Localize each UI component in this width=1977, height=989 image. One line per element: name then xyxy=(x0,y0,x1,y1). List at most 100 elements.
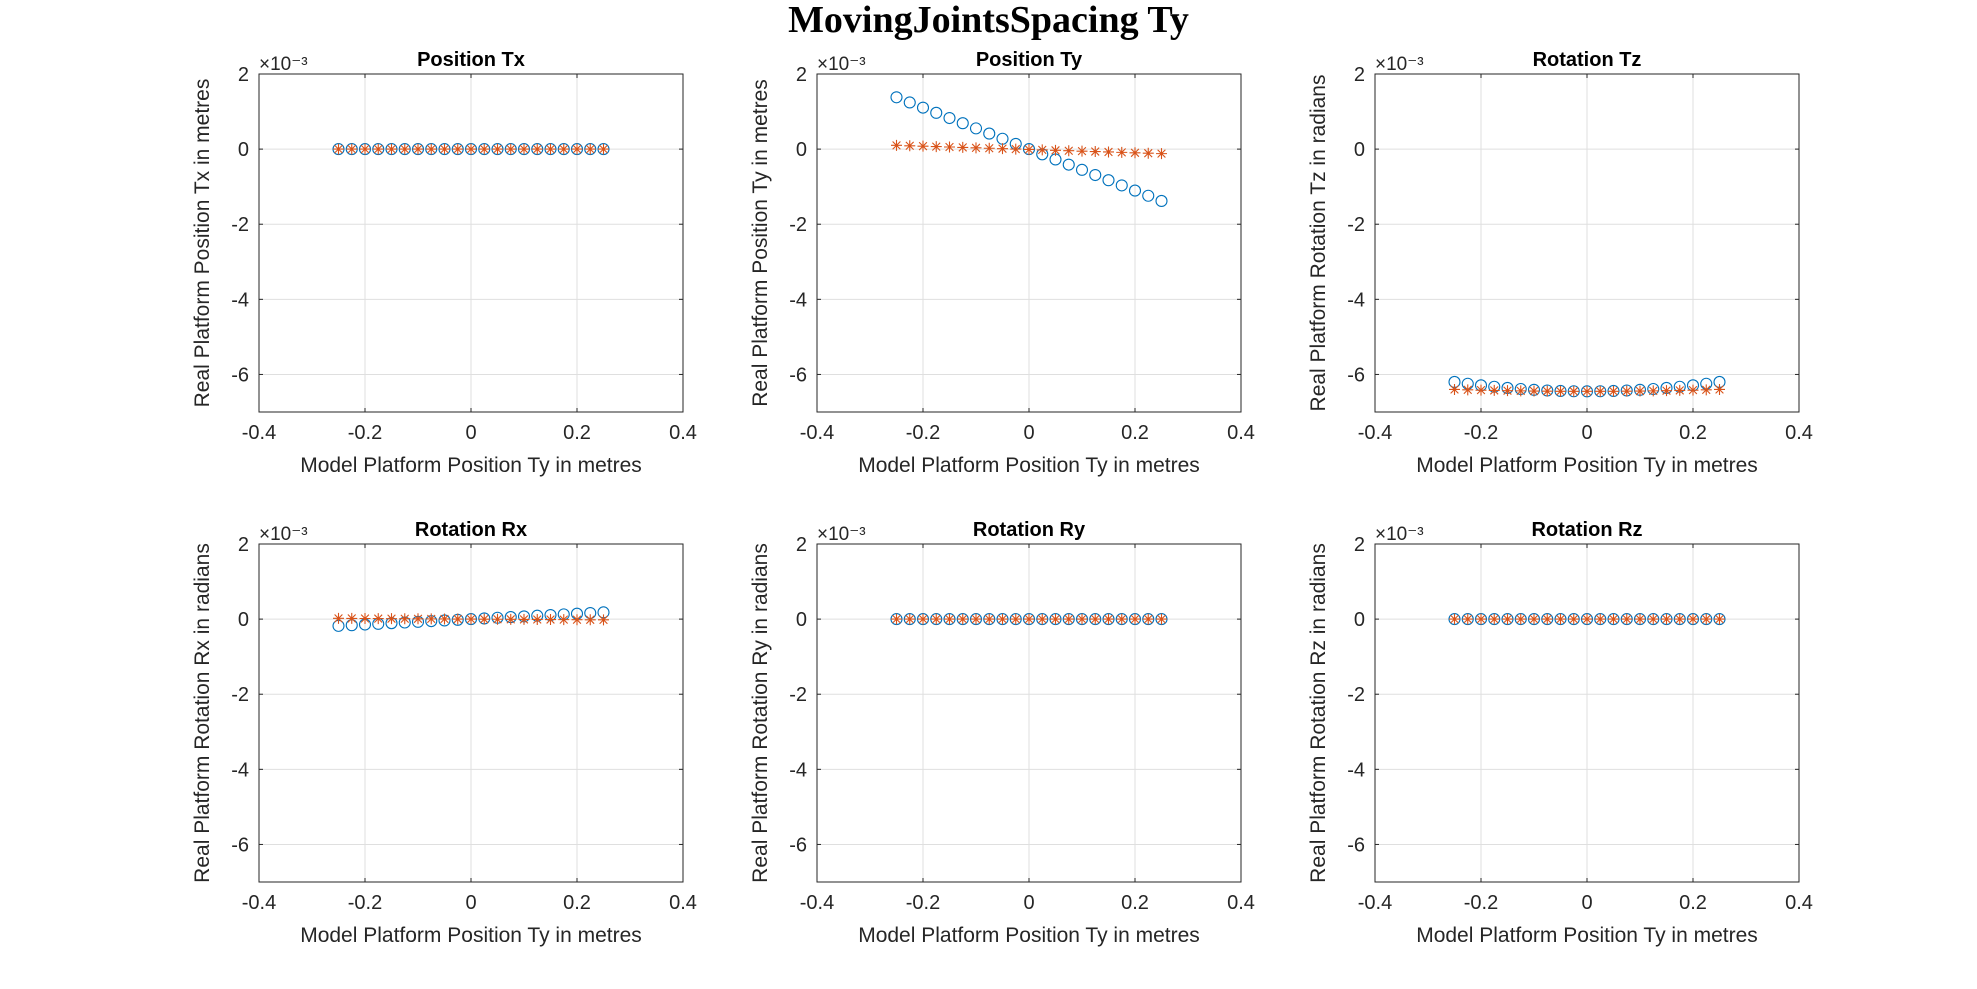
chart-6-y-exponent: ×10⁻³ xyxy=(1375,524,1424,545)
chart-2-point-circle-3 xyxy=(930,106,943,119)
chart-3-xtick-label-4: 0.4 xyxy=(1785,422,1813,444)
chart-4-point-star-15 xyxy=(531,613,543,625)
chart-6-point-star-6 xyxy=(1528,613,1540,625)
chart-5-xtick-label-4: 0.4 xyxy=(1227,892,1255,914)
chart-2-point-star-5 xyxy=(957,141,969,153)
chart-3-point-star-19 xyxy=(1700,384,1712,396)
chart-2-point-star-14 xyxy=(1076,145,1088,157)
chart-1-point-star-12 xyxy=(492,143,503,155)
chart-5-ytick-label-4: 2 xyxy=(796,534,807,556)
chart-1-point-star-5 xyxy=(399,143,411,155)
chart-1-xlabel: Model Platform Position Ty in metres xyxy=(300,454,642,477)
chart-6: -0.4 -0.2 0 0.2 0.4 -6 -4 -2 0 2 ×10⁻³ Rotation Rz M… xyxy=(1307,519,1813,947)
chart-3-point-star-15 xyxy=(1647,385,1659,397)
chart-5-ytick-label-0: -6 xyxy=(789,834,807,856)
chart-2-point-circle-20 xyxy=(1155,194,1168,207)
chart-1-ytick-label-0: -6 xyxy=(231,364,249,386)
chart-4-point-star-9 xyxy=(452,613,464,625)
chart-5-point-star-17 xyxy=(1116,613,1128,625)
chart-4-point-star-7 xyxy=(425,613,437,625)
chart-5-point-star-15 xyxy=(1089,613,1101,625)
chart-2-point-star-9 xyxy=(1010,143,1022,155)
chart-4-ytick-label-3: 0 xyxy=(238,609,249,631)
chart-2-point-circle-4 xyxy=(943,111,956,125)
chart-2-point-star-4 xyxy=(944,141,955,153)
chart-4-xtick-label-3: 0.2 xyxy=(563,892,591,914)
chart-6-point-star-5 xyxy=(1515,613,1527,625)
chart-6-xlabel: Model Platform Position Ty in metres xyxy=(1416,924,1758,947)
chart-6-xtick-label-2: 0 xyxy=(1581,892,1592,914)
chart-6-point-star-12 xyxy=(1608,613,1619,625)
chart-1-point-star-16 xyxy=(545,143,556,155)
chart-6-point-star-19 xyxy=(1700,613,1712,625)
chart-3-ytick-label-4: 2 xyxy=(1354,64,1365,86)
chart-1-xtick-label-2: 0 xyxy=(465,422,476,444)
chart-5-point-star-0 xyxy=(891,613,902,625)
chart-6-ytick-label-2: -2 xyxy=(1347,684,1365,706)
chart-1-point-star-13 xyxy=(505,143,517,155)
chart-6-ytick-label-4: 2 xyxy=(1354,534,1365,556)
chart-6-xtick-label-1: -0.2 xyxy=(1464,892,1498,914)
chart-5-point-star-2 xyxy=(917,613,929,625)
chart-5: -0.4 -0.2 0 0.2 0.4 -6 -4 -2 0 2 ×10⁻³ Rotation Ry M… xyxy=(749,519,1255,947)
chart-4-xtick-label-1: -0.2 xyxy=(348,892,382,914)
chart-6-point-star-16 xyxy=(1661,613,1672,625)
chart-2-point-star-16 xyxy=(1103,146,1114,158)
chart-6-xtick-label-3: 0.2 xyxy=(1679,892,1707,914)
chart-3-point-star-9 xyxy=(1568,385,1580,397)
chart-6-point-star-17 xyxy=(1674,613,1686,625)
chart-6-xtick-label-0: -0.4 xyxy=(1358,892,1392,914)
chart-5-point-star-13 xyxy=(1063,613,1075,625)
chart-2-point-star-10 xyxy=(1023,143,1035,155)
chart-2-ylabel: Real Platform Position Ty in metres xyxy=(749,79,772,407)
chart-2-point-circle-7 xyxy=(983,127,996,140)
chart-1-point-star-6 xyxy=(412,143,424,155)
chart-6-point-star-8 xyxy=(1555,613,1566,625)
chart-4-point-star-8 xyxy=(439,613,450,625)
chart-4-point-star-20 xyxy=(598,614,609,626)
chart-2-point-star-2 xyxy=(917,140,929,152)
chart-3-ylabel: Real Platform Rotation Tz in radians xyxy=(1307,75,1330,412)
chart-4-ylabel: Real Platform Rotation Rx in radians xyxy=(191,543,214,883)
chart-4-title: Rotation Rx xyxy=(415,519,527,541)
chart-4-xtick-label-4: 0.4 xyxy=(669,892,697,914)
chart-5-title: Rotation Ry xyxy=(973,519,1086,541)
chart-2-ytick-label-3: 0 xyxy=(796,139,807,161)
chart-5-y-exponent: ×10⁻³ xyxy=(817,524,866,545)
chart-1-series-star xyxy=(333,143,609,155)
chart-1-point-star-18 xyxy=(571,143,583,155)
chart-5-ytick-label-1: -4 xyxy=(789,759,807,781)
chart-4-point-star-11 xyxy=(478,613,490,625)
chart-6-point-star-13 xyxy=(1621,613,1633,625)
chart-2-point-circle-19 xyxy=(1142,189,1155,202)
chart-5-point-star-10 xyxy=(1023,613,1035,625)
chart-2-y-exponent: ×10⁻³ xyxy=(817,54,866,75)
chart-1-point-star-8 xyxy=(439,143,450,155)
chart-2-point-star-20 xyxy=(1156,148,1167,160)
chart-3-ytick-label-1: -4 xyxy=(1347,289,1365,311)
chart-5-xtick-label-0: -0.4 xyxy=(800,892,834,914)
chart-4-point-star-5 xyxy=(399,613,411,625)
chart-3-title: Rotation Tz xyxy=(1533,49,1642,71)
chart-3-xtick-label-3: 0.2 xyxy=(1679,422,1707,444)
chart-6-point-star-10 xyxy=(1581,613,1593,625)
chart-4-ytick-label-4: 2 xyxy=(238,534,249,556)
chart-4-ytick-label-2: -2 xyxy=(231,684,249,706)
chart-6-point-star-14 xyxy=(1634,613,1646,625)
chart-3: -0.4 -0.2 0 0.2 0.4 -6 -4 -2 0 2 ×10⁻³ Rotation Tz M… xyxy=(1307,49,1813,477)
chart-5-xlabel: Model Platform Position Ty in metres xyxy=(858,924,1200,947)
chart-5-point-star-14 xyxy=(1076,613,1088,625)
chart-4-point-star-19 xyxy=(584,614,596,626)
chart-1-ytick-label-4: 2 xyxy=(238,64,249,86)
chart-6-ylabel: Real Platform Rotation Rz in radians xyxy=(1307,543,1330,883)
chart-1-point-star-7 xyxy=(425,143,437,155)
chart-2-point-star-12 xyxy=(1050,144,1061,156)
chart-5-point-star-5 xyxy=(957,613,969,625)
chart-3-point-star-0 xyxy=(1449,383,1460,395)
chart-5-point-star-9 xyxy=(1010,613,1022,625)
chart-5-ytick-label-3: 0 xyxy=(796,609,807,631)
chart-3-point-star-7 xyxy=(1541,385,1553,397)
chart-4-point-star-18 xyxy=(571,614,583,626)
chart-1-ylabel: Real Platform Position Tx in metres xyxy=(191,79,214,408)
